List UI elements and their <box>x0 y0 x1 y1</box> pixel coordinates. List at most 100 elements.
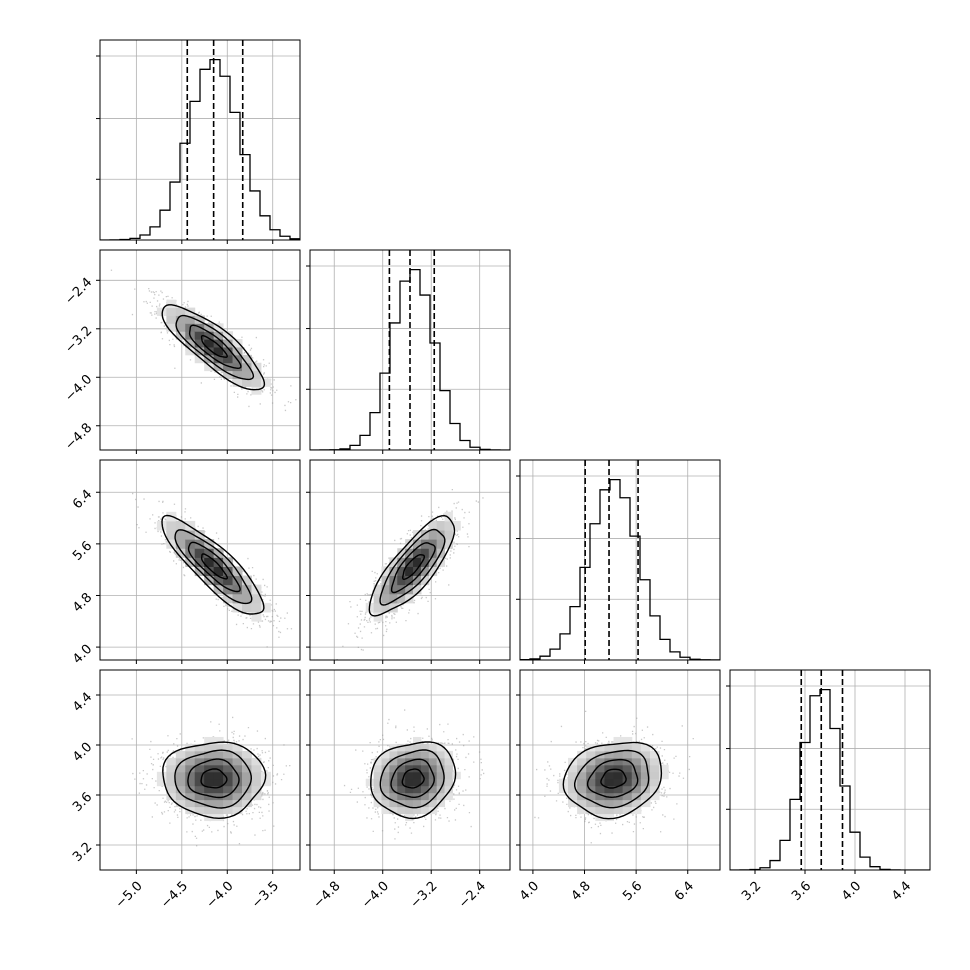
density-cell-2-1-8-7 <box>420 557 430 567</box>
y-tick-label-2-3: 6.4 <box>70 487 95 512</box>
density-cell-3-0-11-4 <box>251 792 262 801</box>
density-cell-3-1-6-11 <box>405 743 414 752</box>
density-cell-3-2-2-4 <box>568 792 578 801</box>
density-cell-2-1-7-10 <box>413 530 422 540</box>
density-cell-3-2-10-10 <box>640 750 651 759</box>
density-cell-2-0-12-2 <box>260 602 271 613</box>
density-cell-2-0-11-1 <box>251 611 262 622</box>
density-cell-3-2-7-2 <box>613 806 624 815</box>
density-cell-2-1-12-11 <box>452 520 461 531</box>
density-cell-1-0-6-6 <box>204 346 215 356</box>
contour-2-0-1 <box>187 541 241 593</box>
y-tick-label-3-2: 4.0 <box>70 740 95 765</box>
x-tick-label-1-0: −4.8 <box>311 879 344 912</box>
contour-2-0-0 <box>200 553 229 580</box>
density-cell-3-1-8-3 <box>420 799 430 808</box>
density-cell-2-1-8-10 <box>420 530 430 540</box>
density-cell-1-0-4-10 <box>185 315 196 324</box>
density-cell-3-0-4-3 <box>185 799 196 808</box>
density-cell-3-2-7-7 <box>613 771 624 780</box>
density-cell-3-1-2-7 <box>373 771 383 780</box>
density-cell-3-2-3-2 <box>577 806 587 815</box>
density-cell-3-1-3-10 <box>381 750 390 759</box>
density-cell-3-2-6-5 <box>604 785 615 794</box>
density-cell-3-1-6-10 <box>405 750 414 759</box>
contour-panel-2-0: 4.0 4.8 5.6 6.4 <box>70 459 301 667</box>
density-cell-1-0-2-9 <box>166 323 177 332</box>
density-cell-2-0-2-10 <box>166 530 177 540</box>
contour-3-0-3 <box>162 741 267 820</box>
density-cell-2-0-6-8 <box>204 548 215 558</box>
density-cell-3-1-4-8 <box>389 764 398 773</box>
density-cell-3-0-5-11 <box>194 743 205 752</box>
density-cell-3-0-8-4 <box>223 792 234 801</box>
density-cell-3-0-7-7 <box>213 771 224 780</box>
density-cell-3-2-7-12 <box>613 736 624 745</box>
density-cell-3-0-8-8 <box>223 764 234 773</box>
density-cell-3-1-6-3 <box>405 799 414 808</box>
density-cell-3-1-3-7 <box>381 771 390 780</box>
density-cell-2-1-6-3 <box>405 593 414 604</box>
histogram-panel-3: 3.2 3.6 4.0 4.4 <box>726 669 931 904</box>
density-cell-2-0-8-6 <box>223 566 234 577</box>
density-cell-3-2-8-12 <box>622 736 633 745</box>
density-cell-3-1-8-4 <box>420 792 430 801</box>
density-cell-3-2-9-4 <box>631 792 642 801</box>
density-cell-3-0-8-6 <box>223 778 234 787</box>
density-cell-3-2-8-6 <box>622 778 633 787</box>
density-cell-3-1-10-3 <box>436 799 446 808</box>
density-cell-2-1-11-12 <box>444 511 453 522</box>
density-cell-1-0-8-5 <box>223 354 234 364</box>
density-cell-3-1-9-5 <box>428 785 438 794</box>
x-tick-label-1-2: −3.2 <box>408 879 441 912</box>
density-cell-3-1-11-5 <box>444 785 453 794</box>
density-cell-1-0-3-11 <box>175 307 186 316</box>
density-cell-3-0-9-9 <box>232 757 243 766</box>
density-cell-3-1-5-11 <box>397 743 406 752</box>
density-cell-2-0-6-7 <box>204 557 215 567</box>
density-cell-3-2-11-6 <box>649 778 660 787</box>
density-cell-3-2-3-10 <box>577 750 587 759</box>
density-cell-3-0-5-7 <box>194 771 205 780</box>
density-cell-3-1-10-11 <box>436 743 446 752</box>
contour-2-1-2 <box>379 528 446 606</box>
contour-3-2-1 <box>586 758 639 799</box>
x-tick-label-2-0: 4.0 <box>517 879 542 904</box>
density-cell-1-0-10-3 <box>242 370 252 379</box>
density-cell-1-0-7-6 <box>213 346 224 356</box>
density-cell-3-2-8-5 <box>622 785 633 794</box>
density-cell-2-0-2-11 <box>166 520 177 531</box>
scatter-points-3-0 <box>131 716 291 847</box>
density-cell-3-0-7-5 <box>213 785 224 794</box>
density-cell-3-2-7-11 <box>613 743 624 752</box>
panel-frame-1-0 <box>99 249 301 451</box>
density-cell-3-1-5-10 <box>397 750 406 759</box>
density-cell-3-1-7-12 <box>413 736 422 745</box>
density-cell-2-1-6-5 <box>405 575 414 586</box>
panel-frame-1-1 <box>309 249 511 451</box>
contour-panel-2-1 <box>306 459 511 664</box>
density-cell-3-0-1-6 <box>156 778 167 787</box>
density-cell-1-0-11-3 <box>251 370 262 379</box>
density-cell-3-0-6-7 <box>204 771 215 780</box>
density-cell-3-0-8-2 <box>223 806 234 815</box>
density-cell-3-1-5-8 <box>397 764 406 773</box>
density-cell-3-2-4-6 <box>586 778 596 787</box>
density-cell-1-0-9-7 <box>232 339 243 348</box>
density-cell-2-0-6-6 <box>204 566 215 577</box>
density-cell-3-1-9-4 <box>428 792 438 801</box>
density-cell-2-0-3-10 <box>175 530 186 540</box>
density-cell-3-0-1-7 <box>156 771 167 780</box>
density-cell-3-0-3-4 <box>175 792 186 801</box>
density-cell-3-2-6-7 <box>604 771 615 780</box>
panel-frame-2-0 <box>99 459 301 661</box>
density-cell-1-0-10-2 <box>242 378 252 387</box>
density-cell-3-1-8-7 <box>420 771 430 780</box>
density-cell-3-2-2-5 <box>568 785 578 794</box>
density-cell-1-0-3-10 <box>175 315 186 324</box>
density-cell-1-0-8-3 <box>223 370 234 379</box>
density-cell-3-0-6-9 <box>204 757 215 766</box>
density-cell-3-0-4-4 <box>185 792 196 801</box>
density-cell-1-0-5-6 <box>194 346 205 356</box>
density-cell-3-2-4-10 <box>586 750 596 759</box>
